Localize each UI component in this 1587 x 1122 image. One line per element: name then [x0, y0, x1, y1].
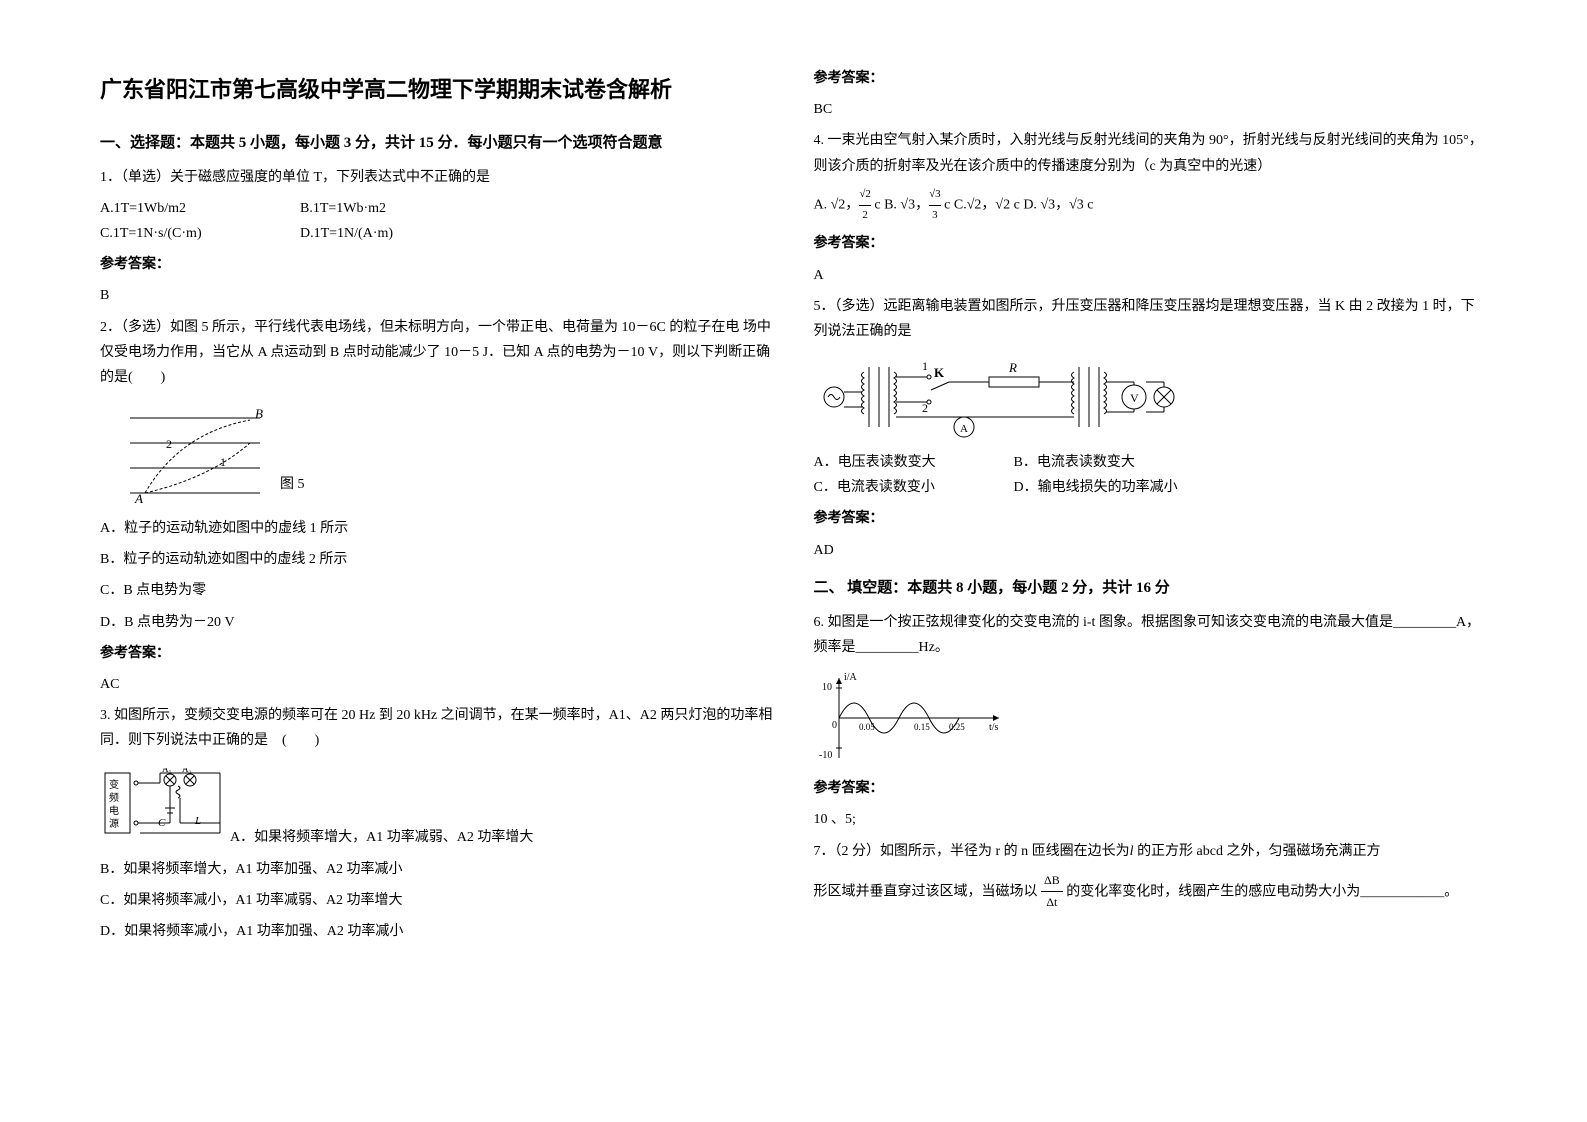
svg-text:变: 变: [109, 778, 119, 791]
svg-text:t/s: t/s: [989, 722, 999, 733]
q5-opt-a: A．电压表读数变大: [814, 450, 1014, 475]
q1-opt-c: C.1T=1N·s/(C·m): [100, 221, 300, 246]
q5-stem: 5．（多选）远距离输电装置如图所示，升压变压器和降压变压器均是理想变压器，当 K…: [814, 294, 1488, 344]
q2-figure: A B 2 1 图 5: [100, 398, 320, 508]
exam-title: 广东省阳江市第七高级中学高二物理下学期期末试卷含解析: [100, 70, 774, 110]
q1-ans: B: [100, 283, 774, 308]
q3-stem: 3. 如图所示，变频交变电源的频率可在 20 Hz 到 20 kHz 之间调节，…: [100, 703, 774, 753]
q2-stem: 2．（多选）如图 5 所示，平行线代表电场线，但未标明方向，一个带正电、电荷量为…: [100, 315, 774, 391]
svg-text:A₁: A₁: [162, 768, 172, 774]
svg-text:C: C: [158, 817, 166, 829]
q2-opt-d: D．B 点电势为－20 V: [100, 610, 774, 635]
q1-ans-label: 参考答案：: [100, 252, 774, 277]
q1-opt-d: D.1T=1N/(A·m): [300, 221, 500, 246]
q4-stem: 4. 一束光由空气射入某介质时，入射光线与反射光线间的夹角为 90°，折射光线与…: [814, 128, 1488, 178]
section-2-heading: 二、 填空题：本题共 8 小题，每小题 2 分，共计 16 分: [814, 575, 1488, 602]
q5-opt-b: B．电流表读数变大: [1014, 450, 1135, 475]
q2-ans: AC: [100, 672, 774, 697]
svg-text:A: A: [134, 491, 143, 506]
q3-opt-b: B．如果将频率增大，A1 功率加强、A2 功率减小: [100, 857, 774, 882]
q1-opt-b: B.1T=1Wb·m2: [300, 196, 500, 221]
q3-figure: 变 频 电 源 A₁ A₂: [100, 768, 230, 843]
q1-row1: A.1T=1Wb/m2 B.1T=1Wb·m2: [100, 196, 774, 221]
q2-opt-b: B．粒子的运动轨迹如图中的虚线 2 所示: [100, 547, 774, 572]
svg-text:2: 2: [166, 437, 172, 451]
q7-line1: 7．（2 分）如图所示，半径为 r 的 n 匝线圈在边长为l 的正方形 abcd…: [814, 839, 1488, 864]
svg-text:频: 频: [109, 791, 119, 804]
left-column: 广东省阳江市第七高级中学高二物理下学期期末试卷含解析 一、选择题：本题共 5 小…: [80, 60, 794, 1062]
q3-opt-d: D．如果将频率减小，A1 功率加强、A2 功率减小: [100, 919, 774, 944]
svg-text:i/A: i/A: [844, 672, 858, 683]
svg-text:B: B: [255, 406, 263, 421]
q5-ans: AD: [814, 538, 1488, 563]
svg-text:A₂: A₂: [182, 768, 192, 774]
q6-figure: i/A t/s 10 -10 0.05 0.15 0.25 0: [814, 668, 1014, 768]
q2-ans-label: 参考答案：: [100, 641, 774, 666]
svg-text:10: 10: [822, 682, 832, 693]
q5-opt-c: C．电流表读数变小: [814, 475, 1014, 500]
svg-text:电: 电: [109, 804, 119, 817]
q5-opt-d: D．输电线损失的功率减小: [1014, 475, 1178, 500]
q5-figure: 1 2 K R V: [814, 352, 1194, 442]
svg-text:L: L: [194, 815, 201, 827]
q3-opt-a: A．如果将频率增大，A1 功率减弱、A2 功率增大: [230, 825, 533, 850]
svg-text:-10: -10: [819, 750, 832, 761]
svg-text:源: 源: [109, 817, 119, 830]
svg-text:V: V: [1130, 391, 1139, 405]
q3-ans: BC: [814, 97, 1488, 122]
q2-opt-c: C．B 点电势为零: [100, 578, 774, 603]
q5-ans-label: 参考答案：: [814, 506, 1488, 531]
svg-text:1: 1: [922, 359, 928, 373]
section-1-heading: 一、选择题：本题共 5 小题，每小题 3 分，共计 15 分．每小题只有一个选项…: [100, 130, 774, 157]
q5-row1: A．电压表读数变大 B．电流表读数变大: [814, 450, 1488, 475]
right-column: 参考答案： BC 4. 一束光由空气射入某介质时，入射光线与反射光线间的夹角为 …: [794, 60, 1508, 1062]
svg-text:K: K: [934, 365, 945, 380]
q5-row2: C．电流表读数变小 D．输电线损失的功率减小: [814, 475, 1488, 500]
q4-ans-label: 参考答案：: [814, 231, 1488, 256]
svg-text:A: A: [960, 423, 968, 435]
svg-text:R: R: [1008, 360, 1017, 375]
q3-opt-c: C．如果将频率减小，A1 功率减弱、A2 功率增大: [100, 888, 774, 913]
q3-ans-label: 参考答案：: [814, 66, 1488, 91]
svg-text:0: 0: [832, 720, 837, 731]
q4-options: A. √2，√22 c B. √3，√33 c C.√2，√2 c D. √3，…: [814, 185, 1488, 226]
q6-stem: 6. 如图是一个按正弦规律变化的交变电流的 i-t 图象。根据图象可知该交变电流…: [814, 610, 1488, 660]
q1-stem: 1．（单选）关于磁感应强度的单位 T，下列表达式中不正确的是: [100, 165, 774, 190]
q1-opt-a: A.1T=1Wb/m2: [100, 196, 300, 221]
q2-opt-a: A．粒子的运动轨迹如图中的虚线 1 所示: [100, 516, 774, 541]
q1-row2: C.1T=1N·s/(C·m) D.1T=1N/(A·m): [100, 221, 774, 246]
q6-ans: 10 、5;: [814, 807, 1488, 832]
svg-text:0.25: 0.25: [949, 722, 965, 732]
q7-line2: 形区域并垂直穿过该区域，当磁场以 ΔB Δt 的变化率变化时，线圈产生的感应电动…: [814, 870, 1488, 914]
svg-text:0.15: 0.15: [914, 722, 930, 732]
q6-ans-label: 参考答案：: [814, 776, 1488, 801]
svg-text:图 5: 图 5: [280, 477, 305, 492]
svg-text:0.05: 0.05: [859, 722, 875, 732]
svg-text:1: 1: [220, 455, 226, 469]
q4-ans: A: [814, 263, 1488, 288]
